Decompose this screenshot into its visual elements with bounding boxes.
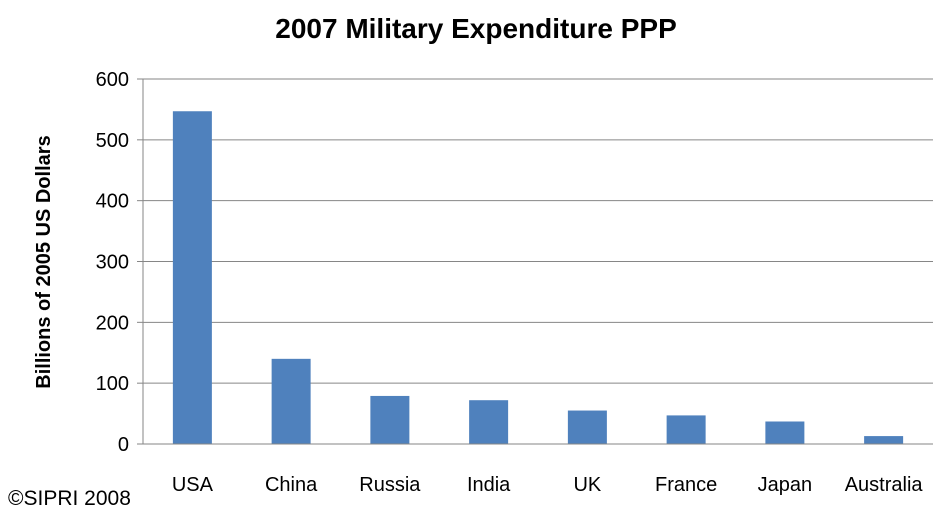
bar-china xyxy=(271,358,311,444)
bar-uk xyxy=(567,410,607,444)
x-tick-label: India xyxy=(467,474,511,496)
x-tick-label: Australia xyxy=(845,474,924,496)
y-axis-ticks: 0 100 200 300 400 500 600 xyxy=(96,69,143,456)
bar-india xyxy=(469,400,509,444)
x-axis-ticks: USA China Russia India UK France Japan Australi… xyxy=(172,474,924,496)
y-tick-label: 600 xyxy=(96,69,129,91)
x-tick-label: France xyxy=(655,474,717,496)
gridlines xyxy=(143,78,933,445)
bar-japan xyxy=(765,421,805,444)
y-tick-label: 400 xyxy=(96,191,129,213)
bar-russia xyxy=(370,395,410,444)
y-tick-label: 300 xyxy=(96,252,129,274)
copyright-credit: ©SIPRI 2008 xyxy=(8,487,131,508)
y-tick-label: 0 xyxy=(118,434,129,456)
bar-australia xyxy=(864,436,904,444)
chart-title: 2007 Military Expenditure PPP xyxy=(275,13,677,44)
x-tick-label: China xyxy=(265,474,318,496)
x-tick-label: USA xyxy=(172,474,214,496)
bar-france xyxy=(666,415,706,444)
y-tick-label: 200 xyxy=(96,312,129,334)
x-tick-label: Russia xyxy=(359,474,421,496)
bar-usa xyxy=(172,111,212,444)
x-tick-label: UK xyxy=(573,474,601,496)
y-tick-label: 100 xyxy=(96,373,129,395)
y-tick-label: 500 xyxy=(96,130,129,152)
bars xyxy=(172,111,904,444)
y-axis-label: Billions of 2005 US Dollars xyxy=(33,135,55,388)
x-tick-label: Japan xyxy=(758,474,813,496)
